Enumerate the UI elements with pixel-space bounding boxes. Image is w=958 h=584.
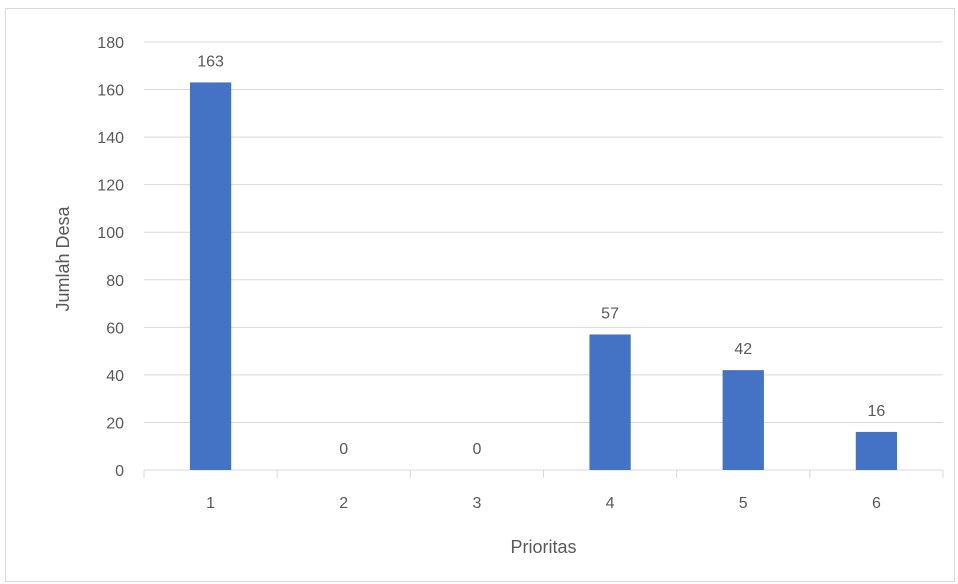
data-label-2: 0 (339, 441, 348, 458)
y-tick-label: 100 (97, 225, 124, 242)
data-label-1: 163 (197, 53, 224, 70)
y-tick-label: 80 (106, 273, 124, 290)
labels: 0204060801001201401601801631020357442516… (97, 35, 885, 512)
y-tick-label: 180 (97, 35, 124, 52)
gridlines (144, 41, 943, 423)
y-tick-label: 20 (106, 415, 124, 432)
bar-5 (722, 370, 764, 470)
axes (143, 469, 944, 478)
x-tick-label-5: 5 (739, 495, 748, 512)
data-label-6: 16 (868, 403, 886, 420)
data-label-5: 42 (734, 341, 752, 358)
bar-6 (855, 431, 898, 470)
y-tick-label: 160 (97, 83, 124, 100)
x-axis-title: Prioritas (510, 537, 576, 557)
data-label-3: 0 (472, 441, 481, 458)
y-tick-label: 0 (115, 463, 124, 480)
y-tick-label: 120 (97, 178, 124, 195)
bar-1 (189, 82, 232, 470)
chart-frame (5, 8, 955, 582)
bars (189, 82, 898, 470)
bar-4 (589, 334, 631, 470)
x-tick-label-1: 1 (206, 495, 215, 512)
y-tick-label: 60 (106, 320, 124, 337)
x-tick-label-4: 4 (606, 495, 615, 512)
x-tick-label-6: 6 (872, 495, 881, 512)
x-tick-label-3: 3 (472, 495, 481, 512)
y-axis-title: Jumlah Desa (53, 205, 73, 311)
data-label-4: 57 (601, 305, 619, 322)
y-tick-label: 40 (106, 368, 124, 385)
y-tick-label: 140 (97, 130, 124, 147)
x-tick-label-2: 2 (339, 495, 348, 512)
